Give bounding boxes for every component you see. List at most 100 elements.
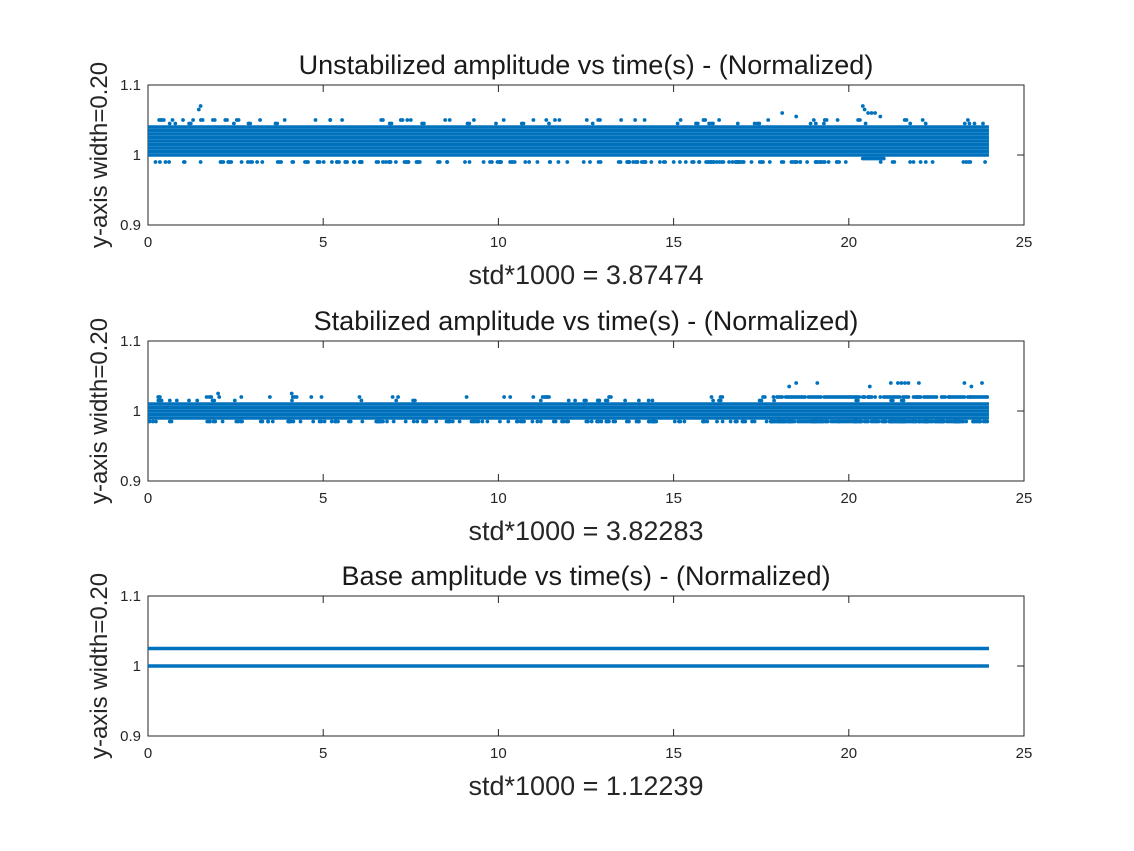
scatter-point <box>787 384 792 389</box>
scatter-point <box>147 419 152 424</box>
scatter-point <box>605 398 610 403</box>
scatter-point <box>566 398 571 403</box>
scatter-point <box>547 121 551 126</box>
scatter-point <box>212 118 217 122</box>
scatter-point <box>671 160 676 164</box>
scatter-point <box>859 419 863 424</box>
scatter-point <box>892 419 897 424</box>
y-tick-label: 0.9 <box>120 217 141 234</box>
scatter-point <box>391 419 396 424</box>
scatter-point <box>824 118 829 122</box>
scatter-point <box>856 398 860 403</box>
scatter-point <box>820 419 825 424</box>
scatter-point <box>501 118 506 122</box>
scatter-point <box>209 395 214 399</box>
scatter-point <box>531 395 536 399</box>
scatter-point <box>825 419 830 424</box>
scatter-point <box>920 118 925 122</box>
scatter-point <box>892 160 897 164</box>
scatter-point <box>447 419 451 424</box>
scatter-point <box>321 160 326 164</box>
scatter-point <box>359 398 364 403</box>
scatter-point <box>733 160 738 164</box>
subplot-3: Base amplitude vs time(s) - (Normalized)… <box>86 561 1032 801</box>
scatter-point <box>866 419 870 424</box>
scatter-point <box>481 160 486 164</box>
y-axis-label: y-axis width=0.20 <box>86 318 113 504</box>
scatter-point <box>711 398 715 403</box>
scatter-point <box>792 419 797 424</box>
scatter-point <box>866 111 870 115</box>
scatter-point <box>720 419 725 424</box>
scatter-point <box>226 160 231 164</box>
scatter-point <box>266 419 270 424</box>
scatter-point <box>313 118 318 122</box>
scatter-point <box>683 160 688 164</box>
scatter-point <box>498 419 502 424</box>
scatter-point <box>275 121 280 126</box>
scatter-point <box>862 107 867 112</box>
scatter-point <box>735 419 739 424</box>
scatter-point <box>682 419 687 424</box>
scatter-point <box>739 160 744 164</box>
scatter-point <box>345 160 349 164</box>
scatter-point <box>450 419 455 424</box>
scatter-point <box>941 419 946 424</box>
scatter-point <box>187 398 191 403</box>
scatter-point <box>404 160 409 164</box>
scatter-point <box>690 160 694 164</box>
scatter-point <box>561 419 566 424</box>
scatter-point <box>624 419 629 424</box>
scatter-point <box>918 160 923 164</box>
scatter-point <box>794 381 799 385</box>
scatter-point <box>834 160 839 164</box>
scatter-point <box>290 398 294 403</box>
scatter-point <box>769 419 774 424</box>
scatter-point <box>181 118 185 122</box>
scatter-point <box>260 160 265 164</box>
scatter-point <box>805 160 809 164</box>
scatter-point <box>317 160 322 164</box>
scatter-point <box>749 160 754 164</box>
scatter-point <box>826 160 831 164</box>
scatter-point <box>542 395 547 399</box>
scatter-point <box>717 118 721 122</box>
scatter-point <box>282 118 287 122</box>
scatter-point <box>538 398 543 403</box>
scatter-point <box>766 118 771 122</box>
scatter-point <box>238 419 243 424</box>
scatter-point <box>232 121 236 126</box>
scatter-point <box>678 419 683 424</box>
scatter-point <box>334 160 339 164</box>
scatter-point <box>385 419 389 424</box>
scatter-point <box>962 395 967 399</box>
scatter-point <box>637 419 641 424</box>
scatter-point <box>911 160 916 164</box>
scatter-point <box>467 121 472 126</box>
scatter-point <box>908 121 913 126</box>
x-tick-label: 10 <box>490 234 507 251</box>
scatter-point <box>196 107 201 112</box>
scatter-point <box>654 419 659 424</box>
scatter-point <box>923 121 928 126</box>
x-axis-label: std*1000 = 3.82283 <box>469 516 704 546</box>
scatter-point <box>901 398 906 403</box>
scatter-point <box>480 419 485 424</box>
scatter-point <box>964 419 969 424</box>
scatter-point <box>213 419 218 424</box>
scatter-point <box>268 395 272 399</box>
scatter-point <box>759 398 764 403</box>
scatter-point <box>822 160 827 164</box>
scatter-point <box>411 419 416 424</box>
scatter-point <box>514 419 519 424</box>
scatter-series <box>148 104 989 164</box>
scatter-point <box>878 114 883 119</box>
scatter-point <box>714 160 719 164</box>
scatter-point <box>791 160 796 164</box>
scatter-point <box>931 419 935 424</box>
scatter-point <box>494 121 498 126</box>
scatter-point <box>565 160 570 164</box>
scatter-point <box>678 160 682 164</box>
scatter-point <box>557 118 562 122</box>
